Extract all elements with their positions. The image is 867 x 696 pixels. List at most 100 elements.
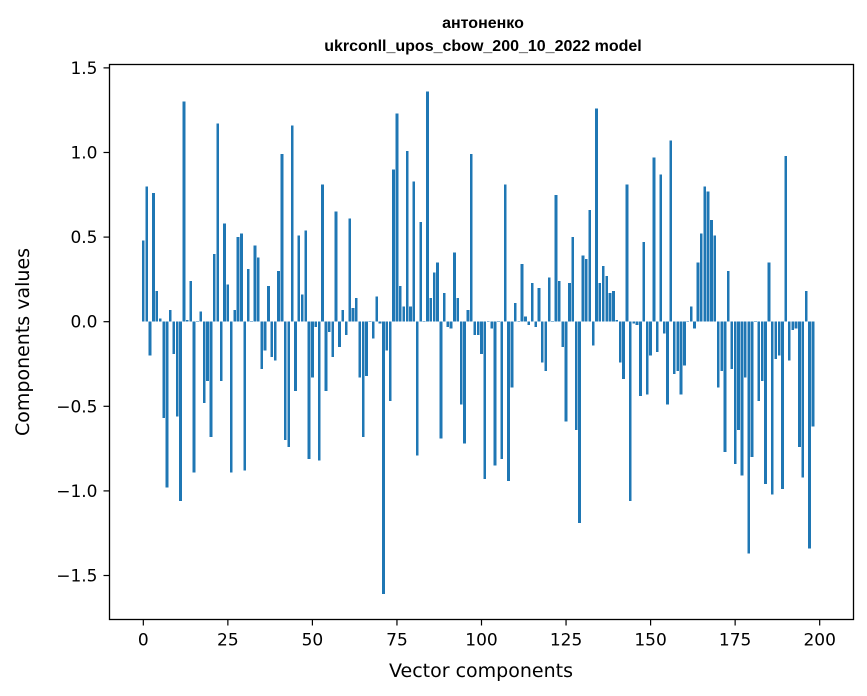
bar-55 [327, 321, 331, 332]
bar-51 [314, 321, 318, 327]
x-tick-label: 125 [550, 631, 582, 651]
y-tick-label: −1.5 [56, 567, 97, 587]
chart-title-line-2: ukrconll_upos_cbow_200_10_2022 model [324, 38, 641, 55]
bar-135 [598, 282, 602, 322]
bar-50 [311, 321, 314, 378]
bar-71 [382, 321, 385, 595]
bar-19 [206, 321, 209, 381]
bar-106 [500, 321, 504, 459]
bar-70 [378, 321, 382, 324]
bar-73 [388, 321, 392, 402]
bar-115 [530, 282, 534, 322]
bar-132 [588, 210, 592, 322]
x-tick-label: 50 [302, 631, 324, 651]
bar-166 [703, 186, 707, 322]
bar-12 [182, 101, 186, 322]
bar-195 [801, 321, 805, 478]
bar-92 [453, 252, 456, 322]
chart-title-line-1: антоненко [442, 15, 524, 32]
bar-80 [412, 181, 416, 322]
bar-146 [635, 321, 639, 326]
bar-26 [229, 321, 233, 473]
y-tick-label: 0.0 [70, 313, 97, 333]
bar-174 [730, 321, 734, 370]
bar-59 [341, 309, 345, 322]
y-tick-label: −1.0 [56, 482, 97, 502]
bar-14 [189, 281, 193, 322]
bar-178 [743, 321, 747, 378]
bar-82 [419, 221, 422, 322]
bar-45 [294, 321, 297, 392]
bar-20 [209, 321, 213, 437]
bar-97 [470, 154, 473, 322]
bar-104 [493, 321, 497, 466]
bar-7 [165, 321, 169, 488]
bar-169 [713, 235, 717, 322]
bar-48 [304, 230, 307, 322]
bar-182 [757, 321, 761, 402]
bar-131 [584, 259, 588, 322]
bar-28 [236, 237, 240, 322]
x-axis-ticks: 0 25 50 75 100 125 150 175 200 [138, 619, 836, 651]
bar-24 [223, 223, 226, 322]
bar-22 [216, 123, 220, 322]
bar-36 [263, 321, 267, 351]
bar-183 [760, 321, 764, 381]
x-tick-label: 75 [386, 631, 408, 651]
bar-66 [365, 321, 368, 376]
x-tick-label: 100 [465, 631, 497, 651]
bar-11 [179, 321, 182, 502]
bar-158 [676, 321, 679, 371]
bar-76 [398, 286, 402, 322]
bar-61 [348, 218, 351, 322]
bar-172 [723, 321, 727, 452]
bar-13 [185, 320, 189, 322]
bar-160 [683, 321, 686, 366]
bar-42 [284, 321, 287, 441]
bar-107 [503, 184, 507, 322]
bar-33 [253, 245, 257, 322]
bar-63 [355, 298, 358, 322]
bar-17 [199, 311, 203, 322]
bar-27 [233, 309, 236, 322]
bar-151 [652, 157, 656, 322]
bar-127 [571, 237, 575, 322]
bar-124 [561, 321, 565, 348]
bar-144 [628, 321, 632, 502]
bar-156 [669, 140, 673, 322]
bar-112 [520, 264, 524, 322]
bar-10 [175, 321, 179, 417]
bar-142 [622, 321, 625, 380]
bar-0 [141, 240, 145, 322]
bar-155 [666, 321, 669, 405]
bar-38 [270, 321, 274, 358]
bar-197 [808, 321, 811, 549]
bar-2 [148, 321, 152, 356]
bar-69 [375, 296, 379, 322]
bar-123 [557, 281, 561, 322]
bar-1 [145, 186, 149, 322]
bar-149 [645, 321, 649, 395]
bar-125 [564, 321, 568, 422]
bar-75 [395, 113, 399, 322]
bar-3 [152, 193, 155, 322]
bar-133 [591, 321, 595, 346]
bar-4 [155, 291, 159, 322]
y-axis-label: Components values [12, 248, 34, 436]
bar-96 [466, 309, 470, 322]
bar-141 [618, 321, 622, 363]
bar-184 [764, 321, 767, 485]
bar-81 [415, 321, 419, 456]
bar-86 [432, 272, 436, 322]
bar-180 [750, 321, 754, 458]
bar-29 [240, 233, 243, 322]
bar-113 [524, 316, 527, 322]
plot-frame [108, 63, 855, 621]
bar-185 [767, 262, 771, 322]
bar-9 [172, 321, 176, 354]
x-tick-label: 0 [138, 631, 149, 651]
bar-44 [290, 125, 294, 322]
bar-108 [507, 321, 510, 481]
bar-15 [192, 321, 196, 473]
